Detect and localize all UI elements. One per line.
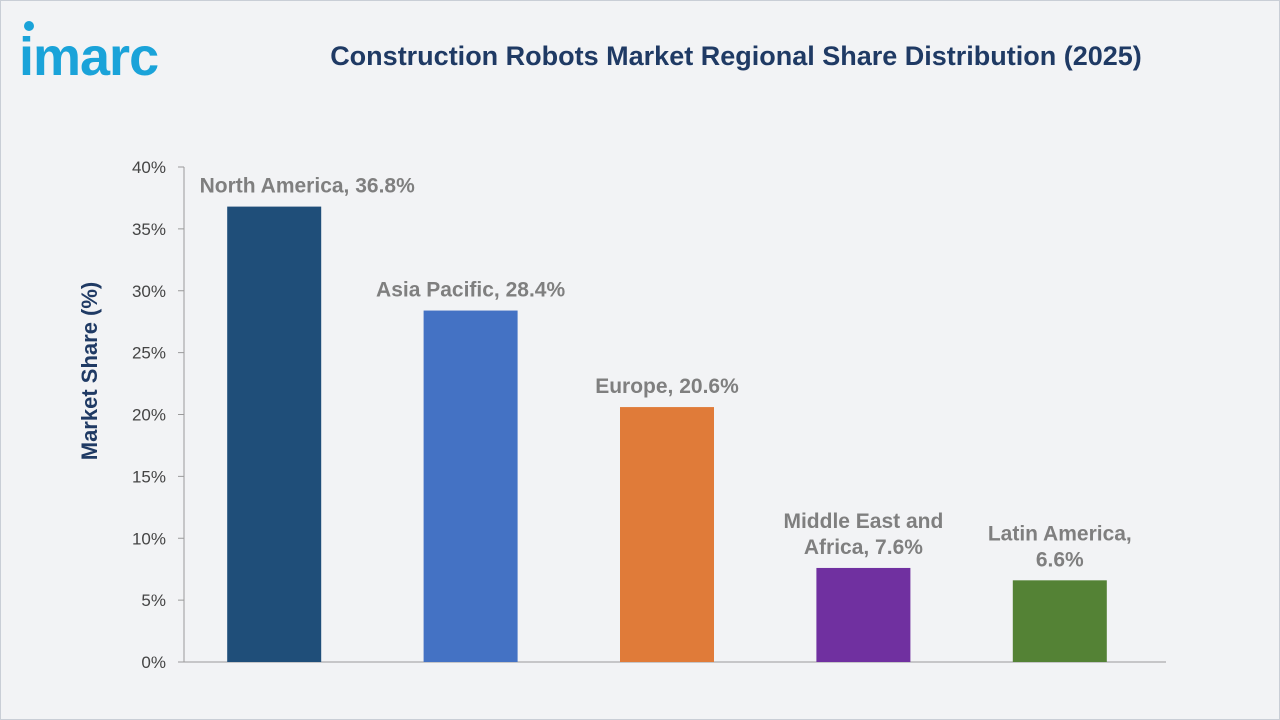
y-tick-label: 25% bbox=[132, 344, 166, 363]
logo-dot bbox=[24, 21, 34, 31]
chart-axes: 0% 5% 10% 15% 20% 25% 30% 35% 40% bbox=[132, 158, 1166, 672]
y-axis-title: Market Share (%) bbox=[77, 282, 102, 461]
y-tick-label: 15% bbox=[132, 467, 166, 486]
y-tick-label: 40% bbox=[132, 158, 166, 177]
chart-title: Construction Robots Market Regional Shar… bbox=[330, 41, 1142, 71]
chart-data-labels: North America, 36.8% Asia Pacific, 28.4% E… bbox=[200, 175, 1132, 572]
bar-data-label: North America, 36.8% bbox=[200, 175, 415, 198]
y-tick-label: 20% bbox=[132, 406, 166, 425]
bar-data-label: Africa, 7.6% bbox=[804, 536, 923, 559]
bar-data-label: Asia Pacific, 28.4% bbox=[376, 279, 565, 302]
y-tick-label: 35% bbox=[132, 220, 166, 239]
bar-data-label: Europe, 20.6% bbox=[595, 375, 739, 398]
y-tick-label: 0% bbox=[141, 653, 166, 672]
bar-asia-pacific bbox=[423, 310, 518, 662]
imarc-logo: imarc bbox=[19, 21, 159, 87]
bar-latin-america bbox=[1012, 580, 1107, 662]
y-tick-label: 5% bbox=[141, 591, 166, 610]
bar-data-label: 6.6% bbox=[1036, 548, 1084, 571]
logo-text: imarc bbox=[19, 27, 158, 87]
chart-bars bbox=[227, 206, 1107, 662]
y-tick-label: 30% bbox=[132, 282, 166, 301]
bar-north-america bbox=[227, 206, 322, 662]
y-tick-label: 10% bbox=[132, 529, 166, 548]
bar-data-label: Middle East and bbox=[783, 510, 943, 533]
bar-europe bbox=[620, 407, 714, 662]
bar-middle-east-and-africa bbox=[816, 567, 911, 662]
bar-data-label: Latin America, bbox=[988, 522, 1132, 545]
